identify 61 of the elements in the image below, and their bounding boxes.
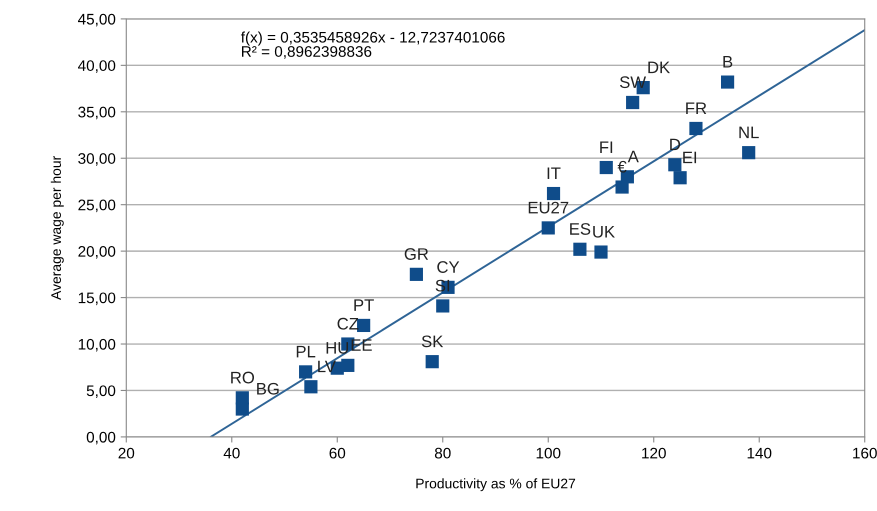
- annotation: SW: [620, 76, 646, 88]
- x-axis-title: Productivity as % of EU27: [416, 478, 576, 492]
- x-tick-label: 100: [536, 448, 560, 459]
- annotation: CY: [437, 261, 460, 273]
- point: [546, 186, 560, 200]
- x-tick-label: 20: [118, 448, 134, 459]
- point: [668, 158, 682, 172]
- point: [594, 245, 608, 259]
- annotation: NL: [739, 126, 759, 138]
- y-tick-label: 20,00: [78, 246, 116, 259]
- annotation: EU27: [528, 202, 568, 214]
- annotation: PL: [296, 346, 316, 358]
- point: [674, 171, 687, 184]
- point: [689, 122, 703, 136]
- point: [410, 268, 423, 281]
- y-axis-title: Average wage per hour: [50, 156, 64, 300]
- y-tick-label: 15,00: [78, 292, 116, 306]
- point: [357, 318, 370, 332]
- annotation: UK: [593, 226, 615, 238]
- x-tick-label: 120: [642, 448, 666, 459]
- annotation: EI: [683, 152, 696, 164]
- y-tick-label: 35,00: [78, 106, 116, 120]
- annotation: LV: [318, 360, 336, 372]
- annotation: RO: [231, 372, 254, 384]
- y-tick-label: 40,00: [78, 60, 116, 73]
- point: [742, 146, 756, 160]
- annotation: ES: [570, 223, 590, 235]
- annotation: DK: [648, 62, 670, 74]
- point: [299, 365, 312, 378]
- annotation: GR: [404, 248, 428, 260]
- point: [426, 355, 439, 368]
- annotation: BG: [257, 382, 279, 395]
- x-tick-label: 80: [434, 448, 451, 459]
- annotation: IT: [548, 168, 561, 179]
- y-tick-label: 0,00: [86, 432, 116, 444]
- annotation: FI: [600, 141, 612, 153]
- y-tick-label: 25,00: [78, 200, 116, 212]
- y-tick-label: 10,00: [78, 338, 116, 352]
- annotation: SK: [422, 335, 444, 348]
- point: [436, 299, 450, 313]
- x-tick-label: 60: [330, 448, 346, 459]
- point: [236, 402, 249, 416]
- point: [341, 358, 354, 372]
- annotation: FR: [686, 102, 706, 114]
- annotation: PT: [354, 299, 374, 311]
- annotation: A: [628, 150, 639, 162]
- point: [542, 221, 555, 234]
- point: [304, 380, 318, 394]
- annotation: B: [723, 56, 732, 68]
- x-tick-label: 40: [224, 448, 240, 459]
- x-tick-label: 140: [748, 448, 772, 459]
- y-tick-label: 45,00: [78, 14, 116, 26]
- point: [720, 75, 734, 89]
- point: [626, 96, 640, 110]
- y-tick-label: 30,00: [78, 153, 116, 166]
- annotation: f(x) = 0,3535458926x - 12,7237401066 R² = 0,8962398836: [240, 31, 505, 59]
- y-tick-label: 5,00: [86, 385, 116, 398]
- x-tick-label: 160: [853, 448, 877, 459]
- point: [600, 160, 613, 174]
- annotation: €: [618, 160, 626, 173]
- point: [573, 242, 586, 256]
